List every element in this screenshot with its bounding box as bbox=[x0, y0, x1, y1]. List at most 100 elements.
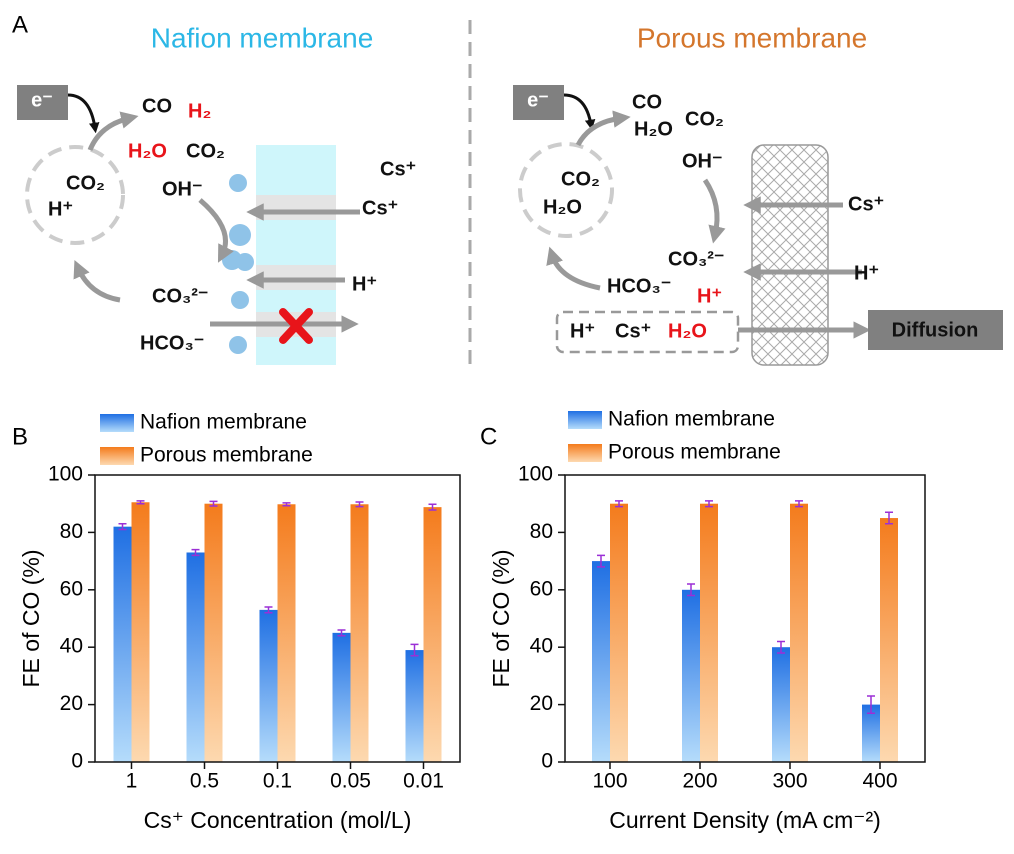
bar bbox=[204, 503, 223, 762]
y-tick-label: 100 bbox=[48, 463, 83, 486]
error-bar bbox=[337, 629, 346, 637]
x-tick-label: 200 bbox=[682, 770, 717, 793]
x-axis-title: Cs⁺ Concentration (mol/L) bbox=[144, 807, 412, 833]
y-axis-title: FE of CO (%) bbox=[18, 549, 44, 687]
error-bar bbox=[209, 500, 218, 507]
species: CO₂ bbox=[561, 168, 600, 190]
species: H⁺ bbox=[352, 273, 377, 295]
species: Cs⁺ bbox=[362, 197, 398, 219]
electron: e⁻ bbox=[31, 89, 53, 111]
bar bbox=[862, 704, 880, 762]
band bbox=[256, 195, 336, 220]
bar bbox=[700, 503, 718, 762]
x-tick-label: 400 bbox=[862, 770, 897, 793]
bar bbox=[350, 504, 369, 762]
legend-label: Porous membrane bbox=[140, 444, 313, 467]
error-bar bbox=[687, 583, 695, 597]
diagram-title: Porous membrane bbox=[637, 22, 867, 53]
bar bbox=[131, 502, 150, 762]
x-tick-label: 0.5 bbox=[190, 770, 219, 793]
bar bbox=[186, 552, 205, 762]
species: CO bbox=[142, 95, 172, 117]
error-bar bbox=[355, 501, 364, 508]
membrane bbox=[751, 144, 829, 366]
x-axis-title: Current Density (mA cm⁻²) bbox=[609, 807, 881, 833]
species: H⁺ bbox=[48, 198, 73, 220]
bar bbox=[592, 561, 610, 762]
species: H₂O bbox=[543, 196, 582, 218]
error-bar bbox=[777, 640, 785, 654]
y-tick-label: 100 bbox=[518, 463, 553, 486]
legend-label: Nafion membrane bbox=[608, 408, 775, 431]
species: OH⁻ bbox=[162, 178, 203, 200]
y-tick-label: 20 bbox=[530, 692, 553, 715]
species: H₂ bbox=[188, 100, 211, 122]
species: HCO₃⁻ bbox=[607, 275, 671, 297]
species: CO₂ bbox=[186, 140, 225, 162]
species: CO₃²⁻ bbox=[668, 248, 724, 270]
bar bbox=[113, 526, 132, 762]
bar bbox=[772, 647, 790, 762]
species: HCO₃⁻ bbox=[140, 332, 204, 354]
ionomer bbox=[222, 174, 254, 354]
species: Cs⁺ bbox=[848, 193, 884, 215]
bar bbox=[423, 507, 442, 762]
error-bar bbox=[867, 695, 875, 714]
panel-label: C bbox=[480, 423, 497, 450]
y-tick-label: 60 bbox=[530, 577, 553, 600]
species: H⁺ bbox=[570, 320, 595, 342]
species: H₂O bbox=[634, 118, 673, 140]
error-bar bbox=[885, 511, 893, 525]
y-tick-label: 80 bbox=[530, 520, 553, 543]
species: OH⁻ bbox=[682, 150, 723, 172]
species: CO₂ bbox=[66, 172, 105, 194]
legend-swatch bbox=[100, 447, 134, 465]
legend-label: Nafion membrane bbox=[140, 411, 307, 434]
y-tick-label: 40 bbox=[60, 635, 83, 658]
species: CO₃²⁻ bbox=[152, 285, 208, 307]
error-bar bbox=[795, 500, 803, 508]
electron: e⁻ bbox=[527, 89, 549, 111]
bar bbox=[277, 504, 296, 762]
species: H⁺ bbox=[854, 262, 879, 284]
electron-box bbox=[513, 85, 564, 120]
species: H₂O bbox=[128, 140, 167, 162]
y-tick-label: 80 bbox=[60, 520, 83, 543]
species: CO bbox=[632, 91, 662, 113]
legend-swatch bbox=[568, 444, 602, 462]
diffusion-box bbox=[868, 310, 1003, 350]
species: H₂O bbox=[668, 320, 707, 342]
error-bar bbox=[136, 500, 145, 505]
bar bbox=[880, 518, 898, 762]
bar bbox=[259, 609, 278, 762]
diagram-left: Nafion membrane e⁻ CO H₂ H₂O CO₂ CO₂ H⁺ … bbox=[17, 22, 416, 365]
plot-frame bbox=[564, 474, 926, 763]
panel-label: B bbox=[12, 423, 28, 450]
error-bar bbox=[410, 643, 419, 657]
bar bbox=[682, 589, 700, 762]
y-tick-label: 0 bbox=[71, 750, 83, 773]
error-bar bbox=[264, 606, 273, 614]
x-tick-label: 0.05 bbox=[330, 770, 371, 793]
species: Cs⁺ bbox=[615, 320, 651, 342]
y-axis-title: FE of CO (%) bbox=[488, 549, 514, 687]
y-tick-label: 0 bbox=[541, 750, 553, 773]
species: Cs⁺ bbox=[380, 158, 416, 180]
bar bbox=[610, 503, 628, 762]
x-tick-label: 100 bbox=[592, 770, 627, 793]
legend-swatch bbox=[100, 414, 134, 432]
error-bar bbox=[428, 503, 437, 511]
error-bar bbox=[191, 548, 200, 557]
legend-label: Porous membrane bbox=[608, 441, 781, 464]
species: CO₂ bbox=[685, 108, 724, 130]
diagram-title: Nafion membrane bbox=[151, 22, 374, 53]
bar bbox=[332, 632, 351, 762]
electron-box bbox=[17, 85, 68, 120]
y-tick-label: 40 bbox=[530, 635, 553, 658]
x-tick-label: 0.1 bbox=[263, 770, 292, 793]
error-bar bbox=[615, 500, 623, 508]
x-tick-label: 0.01 bbox=[403, 770, 444, 793]
error-bar bbox=[118, 523, 127, 531]
y-tick-label: 20 bbox=[60, 692, 83, 715]
